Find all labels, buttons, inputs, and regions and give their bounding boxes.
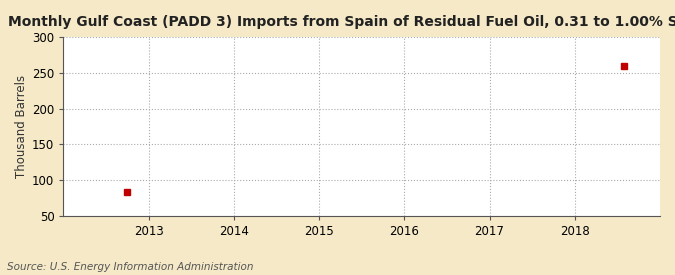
Title: Monthly Gulf Coast (PADD 3) Imports from Spain of Residual Fuel Oil, 0.31 to 1.0: Monthly Gulf Coast (PADD 3) Imports from… (8, 15, 675, 29)
Y-axis label: Thousand Barrels: Thousand Barrels (15, 75, 28, 178)
Text: Source: U.S. Energy Information Administration: Source: U.S. Energy Information Administ… (7, 262, 253, 272)
